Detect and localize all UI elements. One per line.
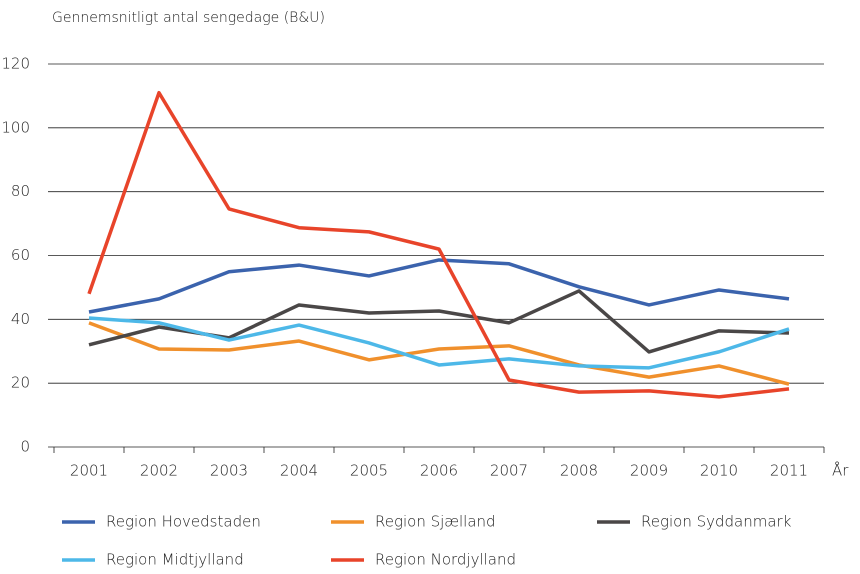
x-tick-label: 2007 — [490, 462, 528, 480]
x-tick-label: 2003 — [210, 462, 248, 480]
x-tick-label: 2006 — [420, 462, 458, 480]
chart-title: Gennemsnitligt antal sengedage (B&U) — [52, 10, 325, 26]
x-tick-label: 2010 — [700, 462, 738, 480]
y-tick-label: 80 — [11, 182, 30, 200]
series-line — [87, 90, 790, 399]
series-line — [88, 289, 790, 354]
series-line — [88, 316, 790, 370]
x-tick-label: 2005 — [350, 462, 388, 480]
x-tick-label: 2011 — [770, 462, 808, 480]
x-tick-label: 2001 — [70, 462, 108, 480]
y-tick-label: 120 — [1, 55, 30, 73]
series-line — [88, 321, 790, 386]
y-tick-label: 40 — [11, 310, 30, 328]
legend-label: Region Sjælland — [375, 513, 496, 531]
series-line — [88, 258, 790, 314]
x-tick-label: 2008 — [560, 462, 598, 480]
y-tick-label: 0 — [20, 438, 30, 456]
x-tick-label: 2002 — [140, 462, 178, 480]
x-tick-label: 2009 — [630, 462, 668, 480]
legend-label: Region Midtjylland — [106, 551, 244, 569]
legend-label: Region Nordjylland — [375, 551, 516, 569]
legend-label: Region Syddanmark — [641, 513, 792, 531]
y-tick-label: 60 — [11, 246, 30, 264]
x-axis-label: År — [832, 461, 849, 480]
y-tick-label: 100 — [1, 118, 30, 136]
legend-label: Region Hovedstaden — [106, 513, 261, 531]
y-tick-label: 20 — [11, 374, 30, 392]
x-tick-label: 2004 — [280, 462, 318, 480]
